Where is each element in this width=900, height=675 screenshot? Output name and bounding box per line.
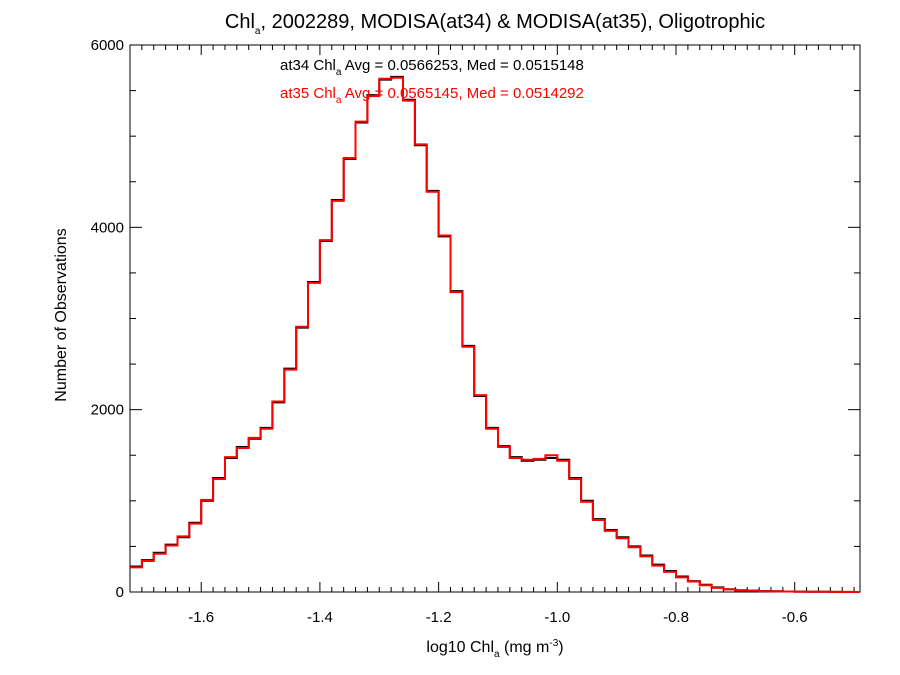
x-tick-label: -1.0 — [544, 609, 570, 626]
x-tick-label: -1.2 — [426, 609, 452, 626]
annotation-at35-sub: a — [336, 95, 342, 106]
x-axis-label-post: ) — [558, 639, 563, 656]
chart-title-pre: Chl — [225, 11, 255, 33]
x-tick-label: -0.8 — [663, 609, 689, 626]
tick-marks — [130, 44, 860, 593]
x-tick-label: -1.4 — [307, 609, 333, 626]
plot-frame — [129, 44, 861, 593]
y-tick-label: 2000 — [91, 402, 124, 419]
chart-title-post: , 2002289, MODISA(at34) & MODISA(at35), … — [260, 11, 765, 33]
x-axis-label: log10 Chla (mg m-3) — [426, 638, 563, 660]
x-axis-label-mid: (mg m — [500, 639, 550, 656]
chart-title: Chla, 2002289, MODISA(at34) & MODISA(at3… — [225, 11, 765, 37]
series-line-at35 — [130, 76, 860, 593]
x-tick-label: -1.6 — [188, 609, 214, 626]
y-axis-label: Number of Observations — [53, 228, 70, 401]
y-tick-label: 4000 — [91, 219, 124, 236]
annotation-at34: at34 Chla Avg = 0.0566253, Med = 0.05151… — [280, 57, 584, 78]
annotation-at35: at35 Chla Avg = 0.0565145, Med = 0.05142… — [280, 85, 584, 106]
annotation-at34-post: Avg = 0.0566253, Med = 0.0515148 — [341, 57, 583, 74]
tick-labels: -1.6 -1.4 -1.2 -1.0 -0.8 -0.6 0 2000 4000 6000 — [91, 37, 808, 626]
x-axis-label-sup: -3 — [549, 638, 558, 649]
series-line-at34 — [130, 75, 860, 593]
chart-title-sub: a — [255, 26, 261, 37]
annotation-at34-pre: at34 Chl — [280, 57, 336, 74]
annotation-at35-post: Avg = 0.0565145, Med = 0.0514292 — [341, 85, 583, 102]
y-tick-label: 6000 — [91, 37, 124, 54]
series-layer — [130, 75, 860, 593]
x-tick-label: -0.6 — [782, 609, 808, 626]
x-axis-label-sub: a — [494, 649, 500, 660]
annotation-at35-pre: at35 Chl — [280, 85, 336, 102]
annotation-at34-sub: a — [336, 67, 342, 78]
x-axis-label-pre: log10 Chl — [426, 639, 494, 656]
y-tick-label: 0 — [116, 584, 124, 601]
